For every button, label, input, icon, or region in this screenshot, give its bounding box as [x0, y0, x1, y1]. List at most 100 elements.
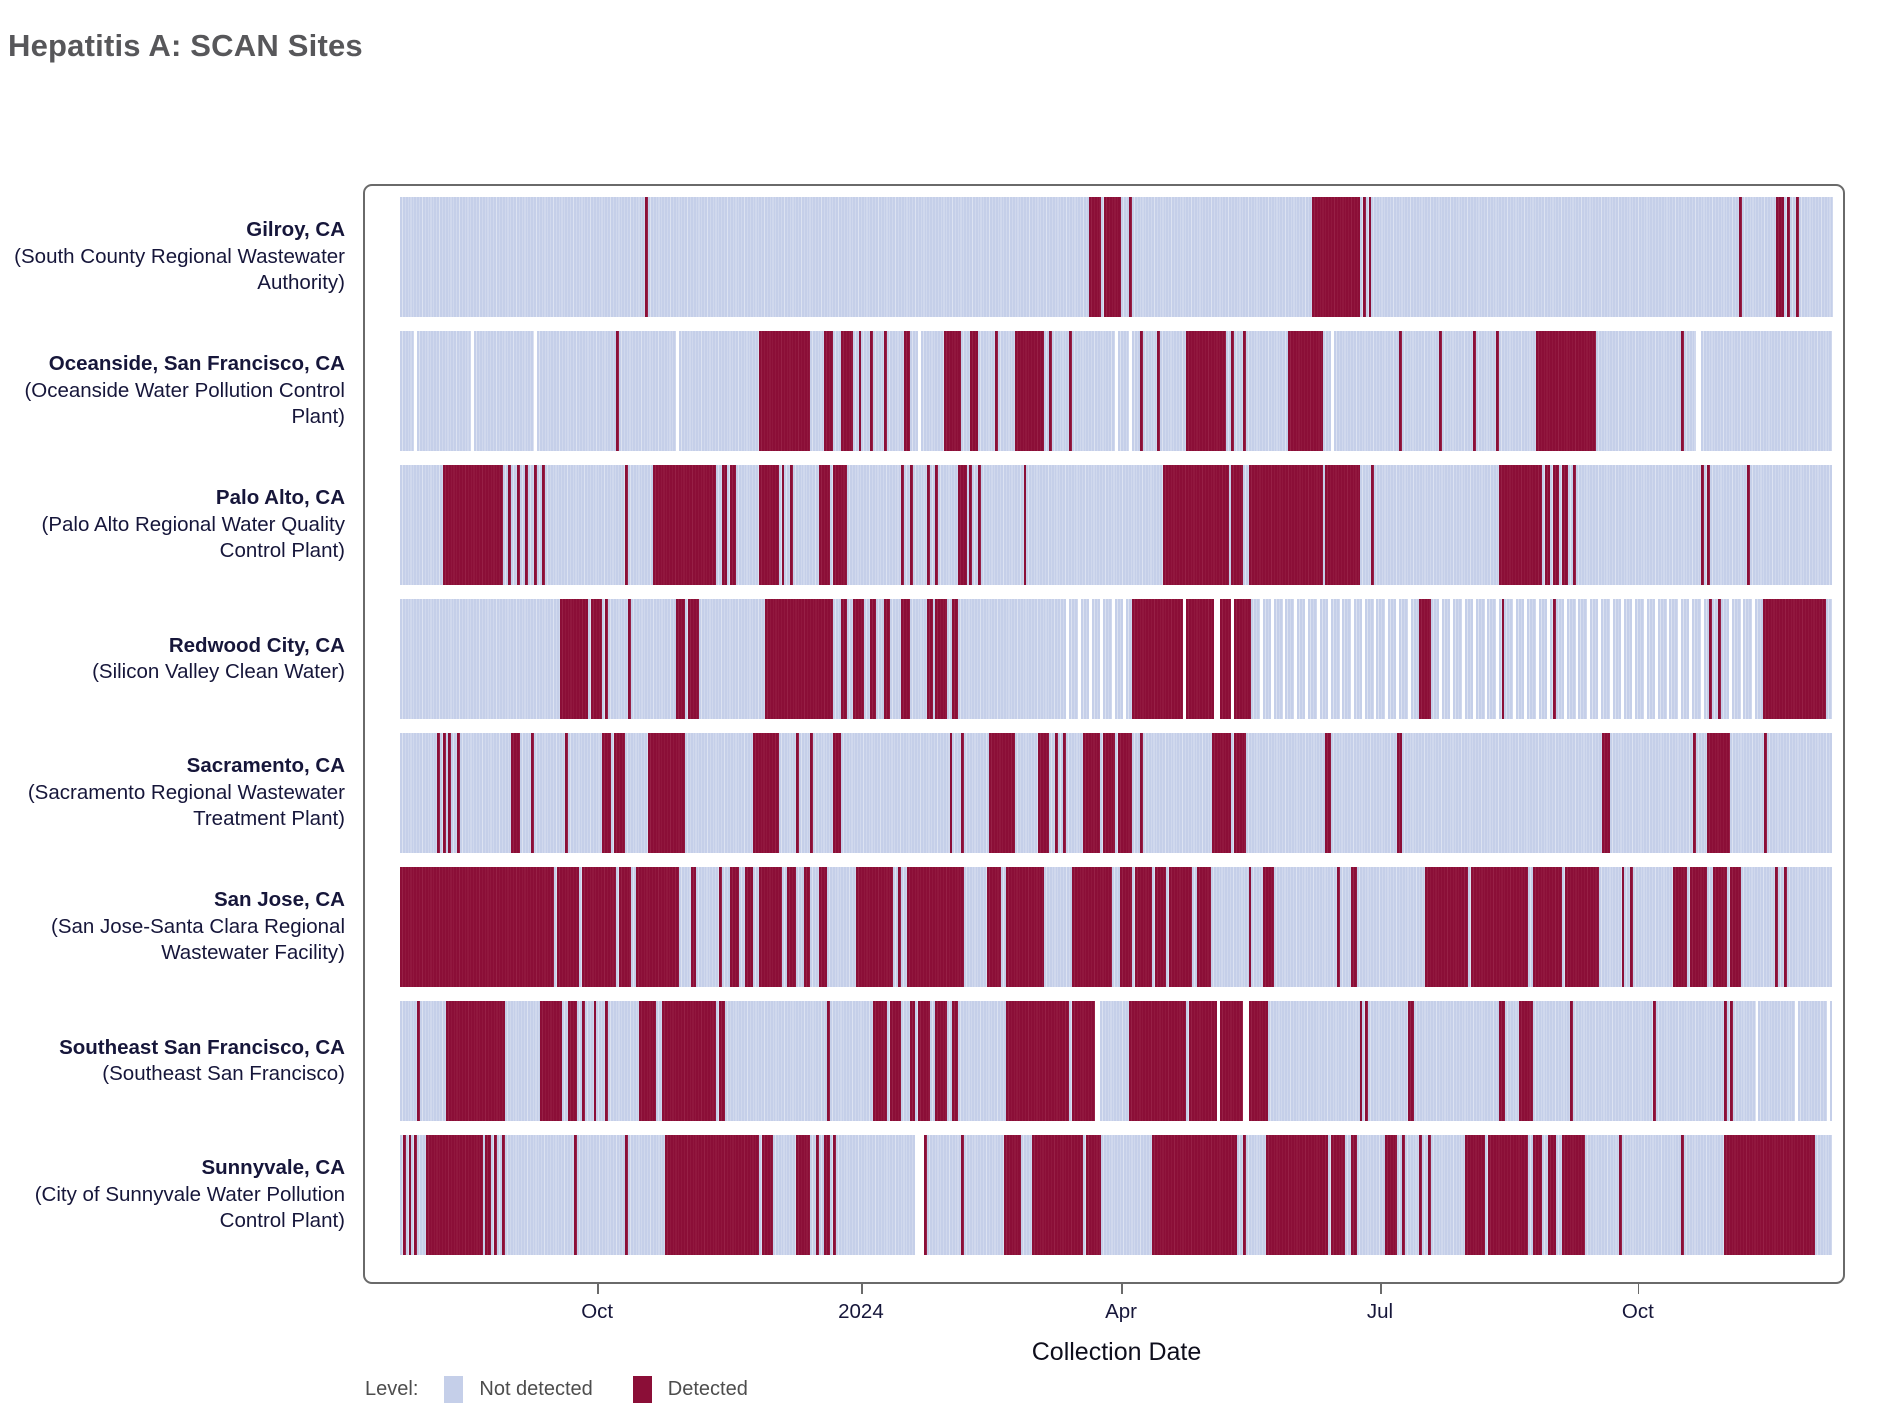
not-detected-segment — [1114, 599, 1124, 719]
detected-segment — [1231, 331, 1235, 451]
detected-segment — [1729, 867, 1742, 987]
not-detected-segment — [963, 733, 990, 853]
not-detected-segment — [1567, 465, 1574, 585]
detected-segment — [1408, 1001, 1414, 1121]
not-detected-segment — [1274, 867, 1337, 987]
detected-segment — [1325, 733, 1332, 853]
site-facility: (South County Regional Wastewater Author… — [14, 244, 345, 295]
detected-segment — [414, 1135, 418, 1255]
detected-segment — [986, 867, 1001, 987]
no-sample-gap — [1077, 599, 1081, 719]
detected-segment — [1496, 331, 1500, 451]
detected-segment — [1128, 1001, 1186, 1121]
not-detected-segment — [1131, 867, 1135, 987]
site-label: Gilroy, CA (South County Regional Wastewa… — [0, 197, 345, 317]
no-sample-gap — [1385, 599, 1388, 719]
detected-segment — [1023, 465, 1027, 585]
not-detected-segment — [400, 1135, 403, 1255]
not-detected-segment — [1584, 1135, 1619, 1255]
not-detected-segment — [684, 733, 754, 853]
x-tick-label: Oct — [1621, 1300, 1654, 1323]
no-sample-gap — [1089, 599, 1092, 719]
detected-segment — [502, 1135, 506, 1255]
detected-segment — [855, 867, 893, 987]
not-detected-segment — [1595, 331, 1682, 451]
detected-segment — [1487, 1135, 1528, 1255]
x-tick-label: Jul — [1366, 1300, 1394, 1323]
detected-segment — [1003, 1135, 1021, 1255]
detected-segment — [815, 1135, 819, 1255]
not-detected-segment — [832, 331, 842, 451]
detected-segment — [624, 1135, 628, 1255]
detected-segment — [1049, 331, 1053, 451]
detected-segment — [661, 1001, 717, 1121]
detected-segment — [1071, 867, 1112, 987]
detected-segment — [1371, 465, 1374, 585]
detected-segment — [832, 1135, 836, 1255]
site-row-bars — [400, 867, 1833, 987]
detected-segment — [858, 331, 862, 451]
detected-segment — [969, 465, 973, 585]
not-detected-segment — [829, 1135, 833, 1255]
not-detected-segment — [627, 465, 654, 585]
not-detected-segment — [576, 1135, 625, 1255]
detected-segment — [718, 1001, 725, 1121]
site-row-bars — [400, 197, 1833, 317]
not-detected-segment — [1126, 599, 1132, 719]
not-detected-segment — [1342, 599, 1351, 719]
detected-segment — [653, 465, 717, 585]
detected-segment — [898, 867, 902, 987]
not-detected-segment — [1274, 599, 1283, 719]
not-detected-segment — [1527, 867, 1534, 987]
detected-segment — [926, 599, 933, 719]
not-detected-segment — [1758, 1001, 1796, 1121]
detected-segment — [869, 331, 873, 451]
detected-segment — [1652, 1001, 1656, 1121]
not-detected-segment — [1245, 733, 1326, 853]
not-detected-segment — [847, 465, 902, 585]
detected-segment — [1547, 1135, 1557, 1255]
detected-segment — [559, 599, 589, 719]
not-detected-segment — [1132, 197, 1312, 317]
site-row-bars — [400, 599, 1833, 719]
no-sample-gap — [1362, 599, 1366, 719]
detected-segment — [613, 733, 625, 853]
not-detected-segment — [519, 465, 526, 585]
not-detected-segment — [576, 1001, 583, 1121]
detected-segment — [926, 465, 930, 585]
not-detected-segment — [627, 1135, 665, 1255]
not-detected-segment — [511, 465, 517, 585]
detected-segment — [758, 867, 782, 987]
detected-segment — [935, 465, 939, 585]
not-detected-segment — [1635, 599, 1644, 719]
detected-segment — [1015, 331, 1044, 451]
not-detected-segment — [536, 331, 617, 451]
detected-segment — [573, 1135, 577, 1255]
not-detected-segment — [405, 1135, 409, 1255]
detected-segment — [795, 733, 799, 853]
no-sample-gap — [1695, 331, 1702, 451]
not-detected-segment — [1228, 465, 1232, 585]
detected-segment — [568, 1001, 577, 1121]
no-sample-gap — [533, 331, 537, 451]
legend-title: Level: — [365, 1378, 419, 1400]
legend-item-not-detected: Not detected — [444, 1376, 593, 1403]
not-detected-segment — [724, 1001, 828, 1121]
detected-segment — [565, 733, 568, 853]
not-detected-segment — [1410, 599, 1420, 719]
site-facility: (Silicon Valley Clean Water) — [92, 660, 345, 683]
no-sample-gap — [915, 1135, 924, 1255]
no-sample-gap — [1100, 599, 1104, 719]
detected-segment — [1311, 197, 1360, 317]
not-detected-segment — [1000, 867, 1007, 987]
not-detected-segment — [736, 465, 759, 585]
detected-segment — [1709, 599, 1713, 719]
legend-item-label: Detected — [667, 1378, 748, 1400]
detected-segment — [1775, 867, 1779, 987]
not-detected-segment — [1211, 867, 1249, 987]
no-sample-gap — [1729, 599, 1732, 719]
detected-segment — [1362, 197, 1366, 317]
not-detected-segment — [1359, 465, 1372, 585]
not-detected-segment — [861, 331, 870, 451]
